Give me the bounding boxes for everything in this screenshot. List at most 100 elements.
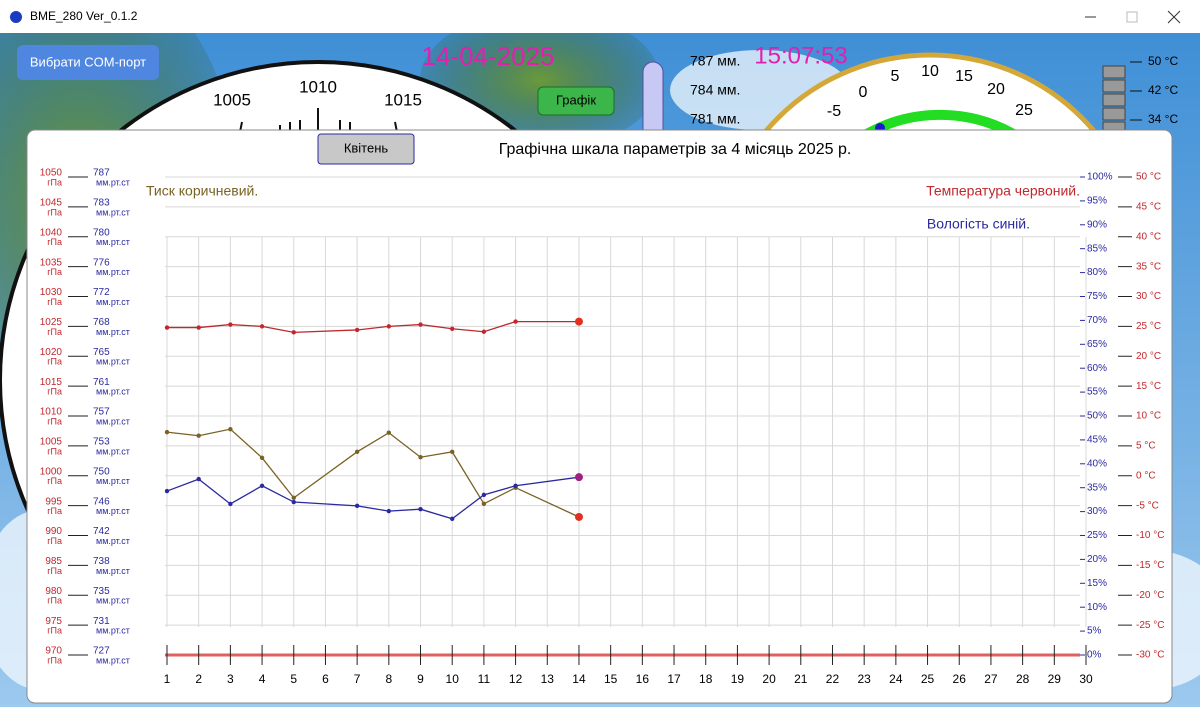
y3-tick-label: 45 °C [1136, 202, 1161, 213]
series-point [450, 326, 455, 331]
y-mm-tick-label: 750 [93, 466, 110, 477]
x-tick-label: 3 [227, 672, 234, 686]
series-point [418, 507, 423, 512]
x-tick-label: 21 [794, 672, 808, 686]
series-line [166, 428, 580, 518]
x-tick-label: 28 [1016, 672, 1030, 686]
com-port-button[interactable] [17, 45, 159, 80]
dial-ticks [239, 108, 398, 133]
title-bar [0, 0, 1200, 33]
y2-tick-label: 95% [1087, 196, 1107, 207]
y-unit: гПа [47, 566, 62, 576]
dial-label: 1005 [213, 90, 251, 109]
y-tick-label: 1015 [40, 377, 63, 388]
bar-scale-label: 42 °C [1148, 83, 1178, 97]
y-mm-tick-label: 787 [93, 168, 110, 179]
y-tick-label: 1040 [40, 227, 63, 238]
close-button[interactable] [1167, 10, 1181, 24]
y3-tick-label: 35 °C [1136, 261, 1161, 272]
series-line [167, 320, 579, 334]
y-unit: гПа [47, 297, 62, 307]
y2-tick-label: 70% [1087, 315, 1107, 326]
annotation: Вологість синій. [927, 216, 1030, 232]
y-mm-unit: мм.рт.ст [96, 327, 130, 337]
y-tick-label: 970 [45, 646, 62, 657]
series-point [291, 499, 296, 505]
y-unit: гПа [47, 655, 62, 665]
x-tick-label: 11 [478, 672, 491, 686]
y-mm-tick-label: 780 [93, 227, 110, 238]
y-mm-tick-label: 738 [93, 556, 110, 567]
y-tick-label: 980 [45, 586, 62, 597]
y-mm-unit: мм.рт.ст [96, 416, 130, 426]
dial-label: 25 [1015, 102, 1033, 119]
y-unit: гПа [47, 327, 62, 337]
y2-tick-label: 55% [1087, 387, 1107, 398]
y-mm-tick-label: 742 [93, 526, 110, 537]
y2-tick-label: 5% [1087, 626, 1102, 637]
series-point [259, 324, 265, 329]
x-tick-label: 27 [984, 672, 998, 686]
series-point [513, 319, 518, 324]
y3-tick-label: 40 °C [1136, 231, 1161, 242]
month-button[interactable] [317, 133, 415, 165]
y2-tick-label: 15% [1087, 578, 1107, 589]
series-point [354, 327, 360, 333]
y-mm-tick-label: 753 [93, 437, 110, 448]
series-point [164, 488, 170, 494]
series-point [574, 512, 583, 521]
y-tick-label: 990 [45, 526, 62, 537]
y-unit: гПа [47, 357, 62, 367]
series-point [574, 317, 583, 326]
y-mm-unit: мм.рт.ст [96, 297, 130, 307]
window-title: BME_280 Ver_0.1.2 [30, 9, 138, 23]
y-mm-unit: мм.рт.ст [96, 267, 130, 277]
y-mm-tick-label: 783 [93, 198, 110, 209]
y2-tick-label: 25% [1087, 530, 1107, 541]
dial-label: 1015 [384, 90, 422, 109]
x-tick-label: 9 [417, 672, 424, 686]
y3-tick-label: 15 °C [1136, 381, 1161, 392]
y-tick-label: 975 [45, 616, 62, 627]
x-tick-label: 30 [1079, 672, 1093, 686]
y3-tick-label: -20 °C [1136, 590, 1164, 601]
y-mm-unit: мм.рт.ст [96, 357, 130, 367]
y-tick-label: 1005 [40, 437, 63, 448]
time: 15:07:53 [754, 42, 847, 69]
series-point [196, 325, 201, 330]
graph-button[interactable] [537, 86, 615, 116]
x-tick-label: 19 [731, 672, 745, 686]
y2-tick-label: 45% [1087, 435, 1107, 446]
bar-ticks [1130, 61, 1142, 121]
y-mm-unit: мм.рт.ст [96, 387, 130, 397]
y3-tick-label: 10 °C [1136, 411, 1161, 422]
x-tick-label: 1 [164, 672, 171, 686]
series-point [450, 449, 455, 455]
bar-scale-label: 34 °C [1148, 112, 1178, 126]
y-tick-label: 1000 [40, 466, 63, 477]
y2-tick-label: 60% [1087, 363, 1107, 374]
y-mm-unit: мм.рт.ст [96, 207, 130, 217]
y-mm-tick-label: 772 [93, 287, 110, 298]
x-tick-label: 15 [604, 672, 618, 686]
y3-tick-label: 5 °C [1136, 441, 1156, 452]
y3-tick-label: -15 °C [1136, 560, 1164, 571]
y2-tick-label: 75% [1087, 291, 1107, 302]
y2-tick-label: 30% [1087, 506, 1107, 517]
y-mm-tick-label: 765 [93, 347, 110, 358]
y-mm-tick-label: 757 [93, 407, 110, 418]
dial-label: 0 [859, 84, 868, 101]
y-mm-unit: мм.рт.ст [96, 536, 130, 546]
y2-tick-label: 65% [1087, 339, 1107, 350]
x-tick-label: 8 [385, 672, 392, 686]
tube-label: 784 мм. [690, 82, 740, 98]
x-tick-label: 18 [699, 672, 713, 686]
series-point [386, 508, 392, 514]
x-tick-label: 2 [195, 672, 202, 686]
maximize-button[interactable] [1126, 11, 1138, 23]
series-point [291, 330, 296, 335]
x-tick-label: 10 [446, 672, 460, 686]
y-mm-tick-label: 776 [93, 257, 110, 268]
dial-label: 10 [921, 63, 939, 80]
